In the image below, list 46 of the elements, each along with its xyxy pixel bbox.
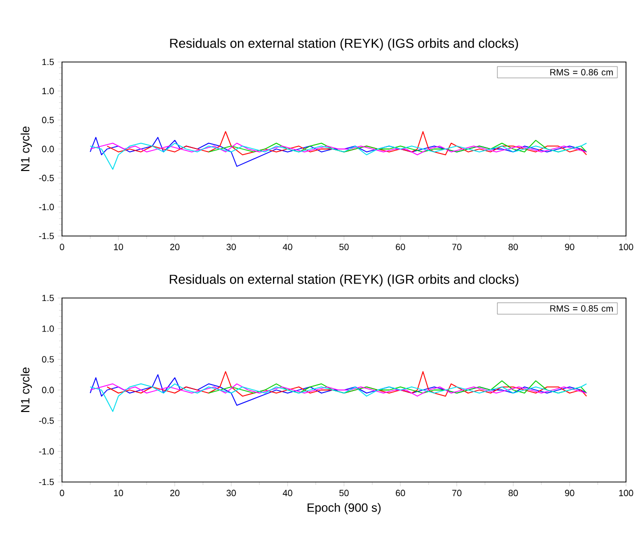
x-tick-label: 80 [508,244,518,250]
y-tick-label: 0.0 [42,386,54,394]
x-tick-label: 40 [282,490,292,496]
x-tick-label: 0 [60,490,64,496]
x-tick-label: 40 [282,244,292,250]
y-tick-label: 0.5 [42,356,54,363]
x-tick-label: 0 [60,244,64,250]
y-tick-label: 1.5 [42,58,54,66]
annotation: RMS = 0.86 cm [550,69,613,76]
y-tick-label: 1.5 [42,294,54,302]
y-tick-label: -0.5 [39,417,54,424]
y-axis-title: N1 cycle [20,126,32,172]
y-tick-label: 0.5 [42,116,54,124]
y-tick-label: -1.5 [39,232,54,240]
y-tick-label: -1.5 [39,478,54,486]
x-tick-label: 10 [114,490,124,496]
x-tick-label: 60 [396,490,406,496]
x-tick-label: 30 [226,244,236,250]
chart-title: Residuals on external station (REYK) (IGS orbits and clocks) [170,38,518,50]
line-series [90,142,587,170]
x-tick-label: 20 [170,490,180,496]
x-tick-label: 70 [452,244,462,250]
y-tick-label: 1.0 [42,88,54,94]
x-tick-label: 80 [508,490,518,496]
x-tick-label: 10 [114,244,124,250]
x-tick-label: 70 [452,490,462,496]
y-tick-label: 0.0 [42,146,54,152]
x-tick-label: 90 [565,244,574,250]
line-series [90,383,587,412]
x-tick-label: 20 [170,244,180,250]
y-axis-title: N1 cycle [20,368,32,412]
line-series [90,383,587,397]
x-tick-label: 50 [339,490,349,496]
chart-title: Residuals on external station (REYK) (IGR orbits and clocks) [170,274,518,286]
y-tick-label: -1.0 [39,204,54,210]
x-tick-label: 100 [619,244,634,250]
y-tick-label: 1.0 [42,325,54,332]
x-tick-label: 100 [619,490,634,496]
annotation: RMS = 0.85 cm [550,305,613,312]
x-tick-label: 50 [339,244,349,250]
x-tick-label: 30 [226,490,236,496]
y-tick-label: -1.0 [39,448,54,455]
x-tick-label: 60 [396,244,406,250]
x-axis-title: Epoch (900 s) [308,503,381,514]
y-tick-label: -0.5 [39,174,54,182]
x-tick-label: 90 [565,490,574,496]
